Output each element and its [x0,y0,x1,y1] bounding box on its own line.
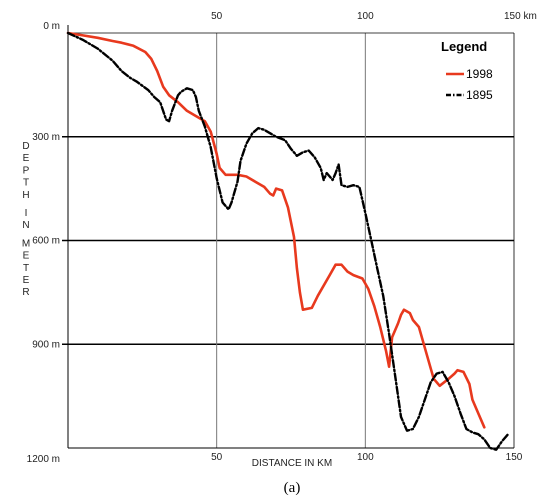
y-label-letter-2: P [23,165,30,176]
legend-title: Legend [441,39,487,54]
y-label-letter-10: E [23,251,30,262]
data-series [66,31,510,451]
legend: Legend 1998 1895 [441,39,493,102]
x-tick-top-50: 50 [211,11,223,22]
tick-labels: 0 m 300 m 600 m 900 m 1200 m 50 100 150 km 50 100… [27,11,537,465]
y-label-letter-11: T [23,263,29,274]
y-label-letter-9: M [22,238,30,249]
y-label-letter-3: T [23,178,29,189]
x-tick-bottom-50: 50 [211,452,223,463]
legend-label-1998: 1998 [466,67,493,81]
x-tick-bottom-100: 100 [357,452,374,463]
figure-caption: (a) [284,480,301,496]
series-line-1998 [66,31,486,429]
y-label-letter-13: R [22,287,29,298]
y-label-letter-0: D [22,141,29,152]
y-tick-label-1200: 1200 m [27,454,60,465]
y-tick-label-900: 900 m [32,339,60,350]
series-line-1895 [66,31,510,451]
y-label-letter-12: E [23,275,30,286]
plot-frame [67,25,515,449]
y-tick-label-0: 0 m [43,21,60,32]
y-tick-label-300: 300 m [32,132,60,143]
y-label-letter-1: E [23,153,30,164]
y-label-letter-7: N [22,220,29,231]
y-label-letter-6: I [25,208,28,219]
legend-label-1895: 1895 [466,88,493,102]
grid-lines [62,33,514,448]
x-tick-bottom-150: 150 [506,452,523,463]
x-tick-top-100: 100 [357,11,374,22]
y-label-letter-4: H [22,190,29,201]
x-tick-top-150: 150 km [504,11,537,22]
x-axis-label: DISTANCE IN KM [252,458,332,469]
y-tick-label-600: 600 m [32,236,60,247]
